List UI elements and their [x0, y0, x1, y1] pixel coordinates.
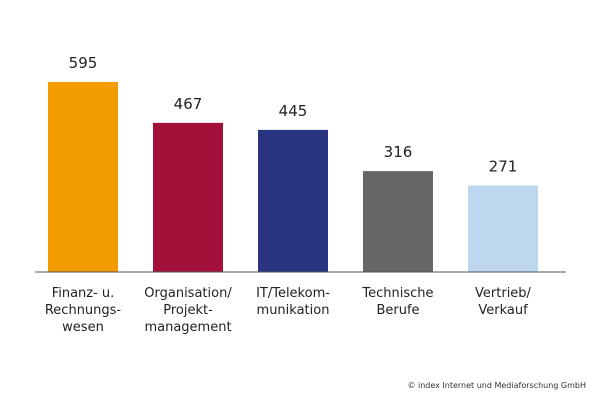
value-labels-group: 595 467 445 316 271	[69, 54, 518, 175]
value-label-4: 316	[384, 143, 413, 161]
category-label-line: Verkauf	[478, 303, 528, 318]
bar-5	[468, 185, 538, 272]
category-label-line: munikation	[257, 303, 330, 318]
category-label-5: Vertrieb/Verkauf	[475, 286, 532, 318]
value-label-5: 271	[489, 157, 518, 175]
category-label-3: IT/Telekom-munikation	[256, 286, 330, 318]
category-label-2: Organisation/Projekt-management	[144, 286, 232, 335]
bar-4	[363, 171, 433, 272]
category-labels-group: Finanz- u. Rechnungs-wesen Organisation/Pr…	[45, 286, 532, 335]
category-label-line: management	[144, 320, 231, 335]
category-label-line: Berufe	[376, 303, 419, 318]
value-label-2: 467	[174, 95, 203, 113]
copyright-credit: © index Internet und Mediaforschung GmbH	[407, 381, 586, 390]
category-label-line: IT/Telekom-	[256, 286, 330, 301]
category-label-line: Finanz- u.	[52, 286, 115, 301]
category-label-line: wesen	[62, 320, 104, 335]
category-label-line: Rechnungs-	[45, 303, 122, 318]
bar-3	[258, 129, 328, 272]
category-label-4: Technische Berufe	[361, 286, 433, 318]
bars-group	[48, 82, 538, 272]
category-label-line: Organisation/	[144, 286, 232, 301]
category-label-line: Technische	[361, 286, 433, 301]
value-label-3: 445	[279, 102, 308, 120]
category-label-1: Finanz- u. Rechnungs-wesen	[45, 286, 122, 335]
category-label-line: Projekt-	[163, 303, 213, 318]
category-label-line: Vertrieb/	[475, 286, 532, 301]
bar-2	[153, 122, 223, 272]
bar-1	[48, 82, 118, 272]
value-label-1: 595	[69, 54, 98, 72]
